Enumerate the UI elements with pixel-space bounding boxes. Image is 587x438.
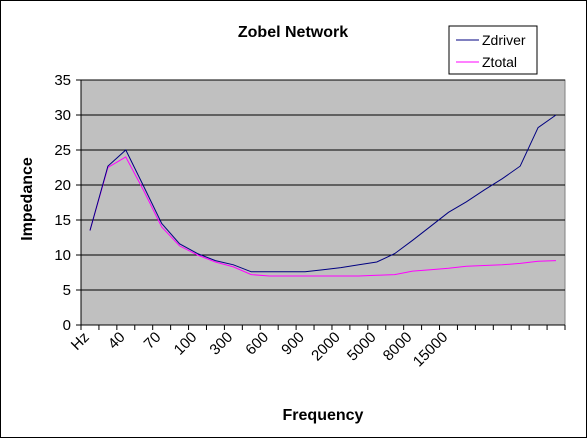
series-line-zdriver [89,114,557,273]
x-axis-title: Frequency [283,407,364,424]
x-tick-label: 5000 [344,329,380,365]
y-tick-label: 0 [63,317,71,334]
grid-layer [80,79,565,326]
y-tick-label: 35 [54,72,71,89]
y-tick-label: 20 [54,177,71,194]
legend-label-zdriver: Zdriver [482,32,526,48]
legend: Zdriver Ztotal [448,25,538,75]
y-tick-label: 10 [54,247,71,264]
x-tick-label: 15000 [410,329,452,371]
y-tick-label: 25 [54,142,71,159]
y-tick-label: 15 [54,212,71,229]
x-tick-label: 300 [206,329,236,359]
y-axis-title: Impedance [19,157,36,241]
y-tick-label: 30 [54,107,71,124]
x-tick-label: 100 [171,329,201,359]
series-line-ztotal [89,156,557,277]
x-tick-label: 40 [105,329,129,353]
legend-label-ztotal: Ztotal [482,54,517,70]
y-tick-label: 5 [63,282,71,299]
x-tick-label: 70 [141,329,165,353]
y-ticks: 0 5 10 15 20 25 30 35 [54,72,81,334]
x-tick-label: Hz [68,329,93,354]
x-tick-label: 2000 [308,329,344,365]
legend-box [448,25,538,75]
x-tick-label: 600 [242,329,272,359]
series-layer [89,114,557,277]
chart-title: Zobel Network [238,24,348,41]
plot-area [80,79,566,326]
x-tick-label: 900 [278,329,308,359]
